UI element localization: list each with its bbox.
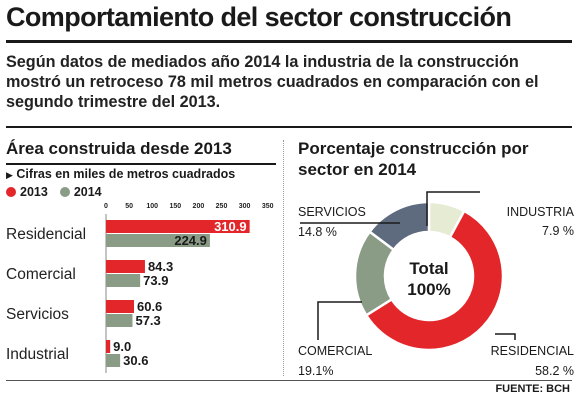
data-label-2013: 84.3 <box>148 259 173 274</box>
x-tick-label: 300 <box>239 203 251 210</box>
category-label: Residencial <box>6 226 86 243</box>
data-label-2013: 310.9 <box>214 219 247 234</box>
x-tick-label: 350 <box>262 203 274 210</box>
bar-2014 <box>106 274 141 287</box>
slice-value-servicios: 14.8 % <box>298 225 337 239</box>
slice-name-residencial: RESIDENCIAL <box>491 344 574 358</box>
x-tick-label: 200 <box>193 203 205 210</box>
leader-line-residencial <box>495 333 516 340</box>
center-label-percent: 100% <box>407 280 450 299</box>
leader-line-industria <box>426 191 480 226</box>
donut-chart: Total 100% INDUSTRIA 7.9 % RESIDENCIAL 58.2 %… <box>298 191 575 378</box>
slice-name-industria: INDUSTRIA <box>507 205 575 219</box>
bar-2013 <box>106 340 111 353</box>
bar-chart-legend: 2013 2014 <box>6 185 114 199</box>
bar-2013 <box>106 300 134 313</box>
bar-chart-title: Área construida desde 2013 <box>6 139 232 158</box>
bar-chart-subtitle: ▶ Cifras en miles de metros cuadrados <box>6 167 235 181</box>
legend-item-2013: 2013 <box>6 185 48 199</box>
bar-2014 <box>106 314 133 327</box>
slice-value-industria: 7.9 % <box>542 224 574 238</box>
source-note: FUENTE: BCH <box>495 383 570 395</box>
slice-name-comercial: COMERCIAL <box>298 344 372 358</box>
bar-2013 <box>106 220 250 233</box>
category-label: Industrial <box>6 346 69 363</box>
bar-chart: 0 50 100 150 200 250 300 350 Residencial 310.9 224… <box>6 203 274 373</box>
title-underline <box>6 40 572 43</box>
slice-name-servicios: SERVICIOS <box>298 205 366 219</box>
intro-underline <box>6 126 572 128</box>
donut-hole <box>386 233 472 319</box>
data-label-2014: 224.9 <box>174 233 207 248</box>
legend-label-2014: 2014 <box>73 185 102 199</box>
legend-swatch-gray <box>59 187 70 197</box>
legend-label-2013: 2013 <box>20 185 48 199</box>
bar-title-underline <box>6 163 276 165</box>
x-tick-label: 250 <box>216 203 228 210</box>
x-tick-label: 150 <box>169 203 181 210</box>
slice-value-comercial: 19.1% <box>298 364 333 378</box>
x-tick-label: 0 <box>104 203 108 210</box>
center-label-total: Total <box>409 259 448 278</box>
data-label-2013: 9.0 <box>113 339 131 354</box>
bar-2014 <box>106 234 210 247</box>
data-label-2014: 30.6 <box>123 353 148 368</box>
bar-2013 <box>106 260 145 273</box>
data-label-2014: 73.9 <box>143 273 168 288</box>
category-label: Servicios <box>6 306 69 323</box>
bar-2014 <box>106 354 121 367</box>
data-label-2014: 57.3 <box>135 313 160 328</box>
slice-residencial <box>364 209 505 352</box>
slice-value-residencial: 58.2 % <box>535 364 574 378</box>
bar-chart-subtitle-text: Cifras en miles de metros cuadrados <box>16 167 236 181</box>
slice-servicios <box>367 200 431 252</box>
legend-item-2014: 2014 <box>59 185 102 199</box>
category-label: Comercial <box>6 266 76 283</box>
legend-swatch-red <box>6 187 16 197</box>
triangle-icon: ▶ <box>6 170 13 180</box>
x-tick-label: 100 <box>146 203 158 210</box>
data-label-2013: 60.6 <box>137 299 162 314</box>
leader-line-comercial <box>317 301 362 340</box>
page-title: Comportamiento del sector construcción <box>6 2 512 32</box>
bottom-rule <box>6 380 572 381</box>
intro-text: Según datos de mediados año 2014 la indu… <box>6 53 539 111</box>
section-divider <box>283 140 284 376</box>
x-tick-label: 50 <box>125 203 133 210</box>
pie-chart-title: Porcentaje construcción por sector en 20… <box>298 139 529 179</box>
